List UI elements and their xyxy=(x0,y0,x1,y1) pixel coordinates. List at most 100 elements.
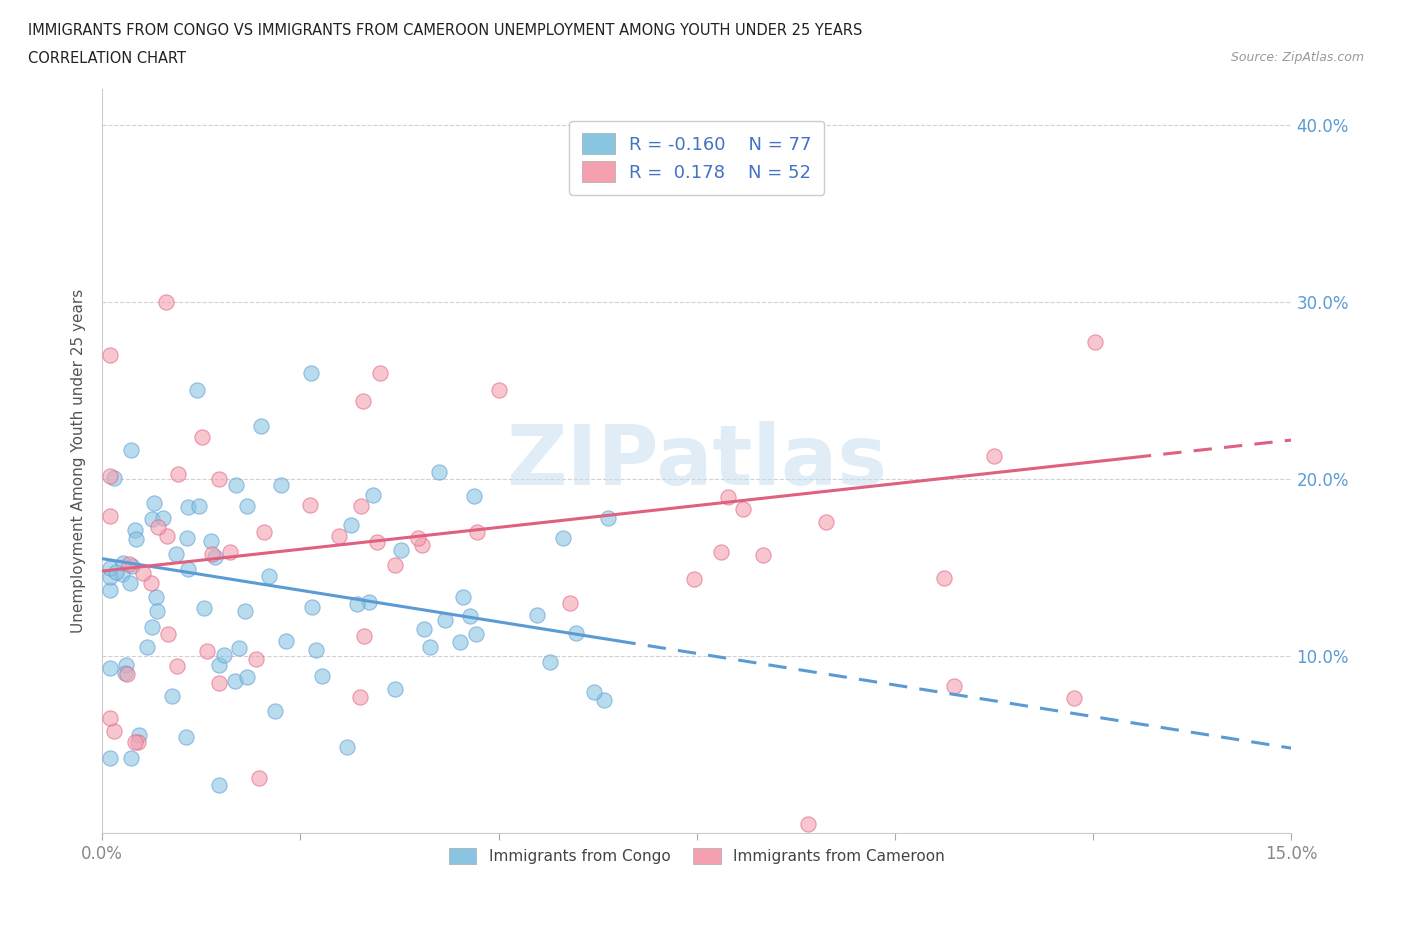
Point xyxy=(115,658,138,672)
Point xyxy=(942,679,965,694)
Text: CORRELATION CHART: CORRELATION CHART xyxy=(28,51,186,66)
Point xyxy=(200,533,222,548)
Point xyxy=(1084,334,1107,349)
Point xyxy=(165,547,187,562)
Point xyxy=(120,443,142,458)
Point xyxy=(815,514,838,529)
Point xyxy=(98,348,121,363)
Point xyxy=(353,393,375,408)
Point xyxy=(128,727,150,742)
Point xyxy=(551,530,574,545)
Point xyxy=(363,487,385,502)
Point xyxy=(120,576,142,591)
Point xyxy=(465,525,488,539)
Point xyxy=(564,626,586,641)
Point xyxy=(166,658,188,673)
Point xyxy=(368,365,391,380)
Point xyxy=(311,669,333,684)
Text: IMMIGRANTS FROM CONGO VS IMMIGRANTS FROM CAMEROON UNEMPLOYMENT AMONG YOUTH UNDER: IMMIGRANTS FROM CONGO VS IMMIGRANTS FROM… xyxy=(28,23,862,38)
Point xyxy=(538,655,561,670)
Point xyxy=(328,529,350,544)
Point xyxy=(346,597,368,612)
Point xyxy=(427,464,450,479)
Point xyxy=(177,499,200,514)
Point xyxy=(103,724,125,738)
Point xyxy=(558,595,581,610)
Point xyxy=(582,684,605,699)
Point xyxy=(682,572,704,587)
Point xyxy=(353,629,375,644)
Point xyxy=(249,418,271,433)
Point xyxy=(236,498,259,513)
Point xyxy=(201,547,224,562)
Point xyxy=(299,365,322,380)
Point xyxy=(190,430,212,445)
Point xyxy=(339,517,361,532)
Point xyxy=(796,817,818,831)
Point xyxy=(139,576,162,591)
Point xyxy=(406,530,429,545)
Point xyxy=(592,692,614,707)
Text: Source: ZipAtlas.com: Source: ZipAtlas.com xyxy=(1230,51,1364,64)
Point xyxy=(98,570,121,585)
Point xyxy=(146,604,169,618)
Point xyxy=(449,635,471,650)
Point xyxy=(304,643,326,658)
Point xyxy=(411,538,433,552)
Point xyxy=(145,590,167,604)
Legend: Immigrants from Congo, Immigrants from Cameroon: Immigrants from Congo, Immigrants from C… xyxy=(443,842,950,870)
Point xyxy=(98,661,121,676)
Point xyxy=(228,641,250,656)
Point xyxy=(103,471,125,485)
Text: ZIPatlas: ZIPatlas xyxy=(506,420,887,502)
Point xyxy=(132,565,155,580)
Point xyxy=(419,640,441,655)
Point xyxy=(207,777,229,792)
Point xyxy=(98,711,121,725)
Point xyxy=(186,383,208,398)
Point xyxy=(274,633,297,648)
Point xyxy=(114,665,136,680)
Point xyxy=(453,590,475,604)
Point xyxy=(98,582,121,597)
Point xyxy=(160,688,183,703)
Point xyxy=(257,569,280,584)
Point xyxy=(710,544,733,559)
Point xyxy=(141,512,163,526)
Point xyxy=(526,608,548,623)
Y-axis label: Unemployment Among Youth under 25 years: Unemployment Among Youth under 25 years xyxy=(72,289,86,633)
Point xyxy=(1063,690,1085,705)
Point xyxy=(983,448,1005,463)
Point xyxy=(208,675,231,690)
Point xyxy=(350,499,373,514)
Point xyxy=(127,735,149,750)
Point xyxy=(225,478,247,493)
Point xyxy=(224,673,246,688)
Point xyxy=(236,670,259,684)
Point xyxy=(413,622,436,637)
Point xyxy=(253,525,276,540)
Point xyxy=(124,735,146,750)
Point xyxy=(488,383,510,398)
Point xyxy=(193,601,215,616)
Point xyxy=(176,530,198,545)
Point xyxy=(204,549,226,564)
Point xyxy=(934,571,956,586)
Point xyxy=(249,770,271,785)
Point xyxy=(299,498,322,512)
Point xyxy=(465,627,488,642)
Point xyxy=(142,496,165,511)
Point xyxy=(155,295,177,310)
Point xyxy=(301,600,323,615)
Point xyxy=(212,648,235,663)
Point xyxy=(124,523,146,538)
Point xyxy=(156,529,179,544)
Point xyxy=(98,509,121,524)
Point xyxy=(207,472,229,486)
Point xyxy=(359,595,381,610)
Point xyxy=(458,608,481,623)
Point xyxy=(136,640,159,655)
Point xyxy=(98,751,121,765)
Point xyxy=(177,562,200,577)
Point xyxy=(264,703,287,718)
